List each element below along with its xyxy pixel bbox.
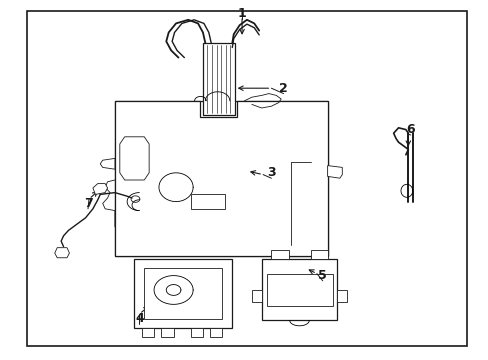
Polygon shape xyxy=(251,290,261,302)
Polygon shape xyxy=(337,290,346,302)
Polygon shape xyxy=(203,43,234,115)
Polygon shape xyxy=(190,194,224,209)
Polygon shape xyxy=(55,248,69,258)
Polygon shape xyxy=(261,259,337,320)
Polygon shape xyxy=(120,137,149,180)
Polygon shape xyxy=(266,274,332,306)
Polygon shape xyxy=(142,328,154,337)
Polygon shape xyxy=(327,166,342,178)
Polygon shape xyxy=(210,328,222,337)
Polygon shape xyxy=(190,328,203,337)
Polygon shape xyxy=(93,184,107,194)
Text: 4: 4 xyxy=(135,312,143,325)
Polygon shape xyxy=(115,101,327,256)
Text: 2: 2 xyxy=(279,82,287,95)
Polygon shape xyxy=(310,250,327,259)
Polygon shape xyxy=(134,259,232,328)
Text: 5: 5 xyxy=(318,269,326,282)
Polygon shape xyxy=(144,268,222,319)
Text: 6: 6 xyxy=(406,123,414,136)
Polygon shape xyxy=(100,158,115,169)
Text: 3: 3 xyxy=(266,166,275,179)
Polygon shape xyxy=(115,101,327,256)
Polygon shape xyxy=(271,250,288,259)
Text: 7: 7 xyxy=(83,197,92,210)
Polygon shape xyxy=(161,328,173,337)
Text: 1: 1 xyxy=(237,7,246,20)
